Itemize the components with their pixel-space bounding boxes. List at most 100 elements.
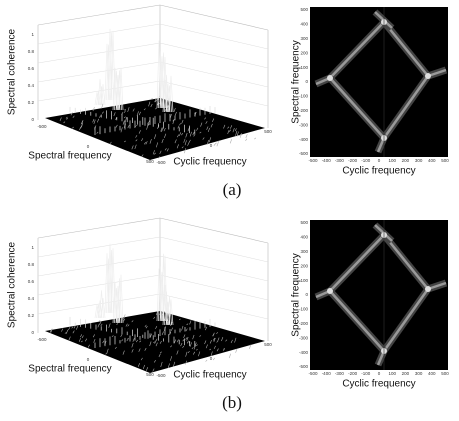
x-tick-label: 300 [415,371,423,376]
x-tick-label: -400 [322,371,332,376]
x-tick-label: 0 [87,144,90,149]
x-tick-label: 500 [441,371,449,376]
surface-ripple [246,134,248,138]
z-tick-label: 0.8 [28,262,35,267]
box-grid [160,24,268,49]
y-tick-label: 0 [210,356,213,361]
z-tick-label: 0.2 [28,313,35,318]
x-axis-label: Spectral frequency [28,151,111,162]
surface-ripple [230,139,232,143]
z-tick-label: 0.6 [28,279,35,284]
y-tick-label: -500 [156,160,166,165]
y-tick-label: 0 [305,79,308,84]
x-tick-label: -300 [335,371,345,376]
y-tick-label: 500 [300,7,308,12]
y-tick-label: -400 [299,137,309,142]
z-tick-label: 0 [31,330,34,335]
x-tick-label: -500 [37,337,47,342]
y-tick-label: 100 [300,65,308,70]
z-tick-label: 0.4 [28,83,35,88]
box-grid [160,275,268,300]
box-grid [160,81,268,106]
x-tick-label: 200 [402,371,410,376]
surface-ripple [206,360,208,362]
box-grid [160,256,268,281]
figure: 10.80.60.40.20-5000500-5000500Spectral c… [0,0,459,421]
y-tick-label: -500 [156,373,166,378]
y-tick-label: 0 [305,292,308,297]
surface-ripple [213,358,215,360]
x-axis-label: Cyclic frequency [342,379,415,390]
x-axis-label: Spectral frequency [28,364,111,375]
box-grid [160,237,268,262]
x-tick-label: 100 [388,158,396,163]
surface-ripple [214,144,216,146]
y-tick-label: -500 [299,151,309,156]
box-edge [38,218,160,238]
box-edge [160,5,268,30]
box-grid [38,256,160,276]
x-tick-label: 0 [87,357,90,362]
x-tick-label: -500 [37,124,47,129]
z-tick-label: 1 [31,32,34,37]
box-grid [160,294,268,319]
box-grid [38,24,160,44]
y-tick-label: 300 [300,249,308,254]
y-tick-label: -500 [299,364,309,369]
z-axis-label: Spectral coherence [7,241,18,328]
panel-caption: (a) [223,180,242,199]
x-tick-label: 0 [378,158,381,163]
x-tick-label: 500 [441,158,449,163]
x-tick-label: 400 [428,158,436,163]
x-tick-label: 100 [388,371,396,376]
x-tick-label: 500 [146,159,154,164]
y-axis-label: Spectral frequency [291,253,302,336]
y-tick-label: 400 [300,22,308,27]
surface-ripple [236,349,238,353]
heatmap-spot [327,75,333,81]
box-grid [160,43,268,68]
z-axis-label: Spectral coherence [7,28,18,115]
surface-ripple [254,138,256,139]
y-tick-label: -400 [299,350,309,355]
y-tick-label: 500 [264,129,272,134]
surface-ripple [217,142,219,146]
y-axis-label: Cyclic frequency [173,370,246,381]
heatmap-spot [425,286,431,292]
x-tick-label: -200 [348,158,358,163]
y-tick-label: 200 [300,263,308,268]
box-edge [38,5,160,25]
box-grid [38,237,160,257]
x-tick-label: -500 [308,158,318,163]
y-tick-label: 0 [210,143,213,148]
panel: 10.80.60.40.20-5000500-5000500Spectral c… [7,5,450,199]
y-tick-label: 500 [300,220,308,225]
x-tick-label: -500 [308,371,318,376]
x-axis-label: Cyclic frequency [342,166,415,177]
z-tick-label: 0.4 [28,296,35,301]
heatmap-spot [425,73,431,79]
z-tick-label: 0.2 [28,100,35,105]
x-tick-label: -300 [335,158,345,163]
surface-ripple [229,354,231,358]
panel-caption: (b) [222,393,242,412]
z-tick-label: 0 [31,117,34,122]
y-axis-label: Spectral frequency [291,40,302,123]
x-tick-label: 200 [402,158,410,163]
box-grid [38,275,160,295]
box-grid [38,43,160,63]
panel: 10.80.60.40.20-5000500-5000500Spectral c… [7,218,450,412]
x-tick-label: -400 [322,158,332,163]
box-edge [160,218,268,243]
box-grid [38,62,160,82]
y-tick-label: 100 [300,278,308,283]
x-tick-label: 0 [378,371,381,376]
x-tick-label: -100 [361,371,371,376]
y-tick-label: 400 [300,235,308,240]
y-axis-label: Cyclic frequency [173,157,246,168]
x-tick-label: 500 [146,372,154,377]
z-tick-label: 0.6 [28,66,35,71]
x-tick-label: 300 [415,158,423,163]
y-tick-label: 200 [300,50,308,55]
heatmap-spot [327,288,333,294]
